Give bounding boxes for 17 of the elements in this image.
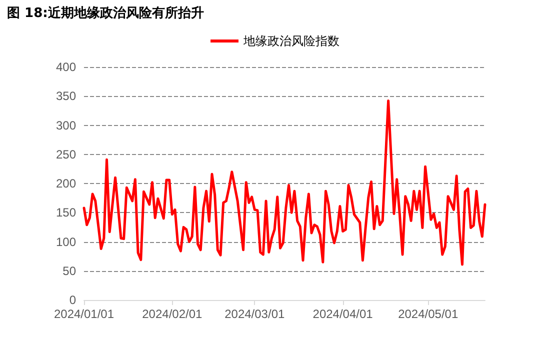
x-tick-label: 2024/04/01 [312, 307, 374, 321]
legend-label: 地缘政治风险指数 [242, 34, 340, 48]
y-tick-label: 100 [56, 234, 76, 249]
y-tick-label: 150 [56, 206, 76, 220]
y-tick-label: 350 [56, 89, 76, 104]
line-series [82, 100, 486, 266]
y-tick-label: 250 [56, 147, 76, 162]
x-tick-label: 2024/02/01 [142, 307, 203, 321]
x-tick-label: 2024/05/01 [398, 307, 458, 321]
y-tick-label: 0 [69, 293, 76, 307]
y-tick-label: 50 [62, 264, 76, 278]
y-tick-label: 400 [56, 60, 76, 74]
y-tick-label: 200 [56, 176, 76, 190]
x-tick-label: 2024/03/01 [224, 307, 285, 321]
x-tick-label: 2024/01/01 [54, 307, 114, 321]
chart-title: 图 18:近期地缘政治风险有所抬升 [7, 5, 204, 21]
y-tick-label: 300 [56, 118, 76, 132]
